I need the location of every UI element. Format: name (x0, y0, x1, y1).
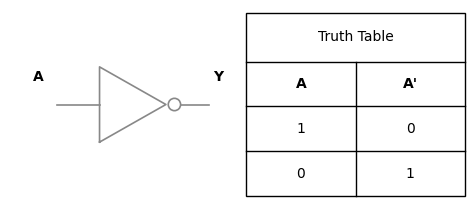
Text: A: A (296, 77, 306, 91)
Text: A: A (33, 70, 43, 84)
Text: 0: 0 (406, 122, 414, 136)
Text: 1: 1 (297, 122, 305, 136)
Text: Y: Y (213, 70, 223, 84)
Ellipse shape (168, 98, 181, 111)
Text: 1: 1 (406, 167, 414, 181)
Bar (246, 13, 465, 196)
Text: A': A' (402, 77, 418, 91)
Text: 0: 0 (297, 167, 305, 181)
Text: Truth Table: Truth Table (318, 30, 393, 44)
